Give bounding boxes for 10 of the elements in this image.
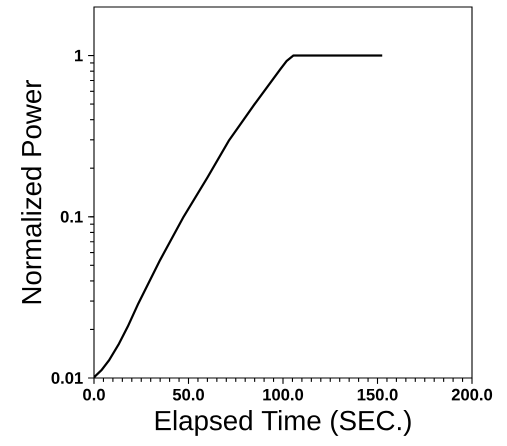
y-tick-label: 0.1 xyxy=(60,210,83,223)
x-tick-label: 200.0 xyxy=(452,388,492,401)
x-axis-title: Elapsed Time (SEC.) xyxy=(156,410,411,436)
x-tick-label: 150.0 xyxy=(358,388,398,401)
x-tick-label: 0.0 xyxy=(83,388,105,401)
x-tick-label: 50.0 xyxy=(172,388,204,401)
y-tick-label: 0.01 xyxy=(52,372,83,384)
x-tick-label: 100.0 xyxy=(263,388,304,401)
y-tick-label: 1 xyxy=(75,50,83,62)
y-axis-title: Normalized Power xyxy=(21,80,42,304)
